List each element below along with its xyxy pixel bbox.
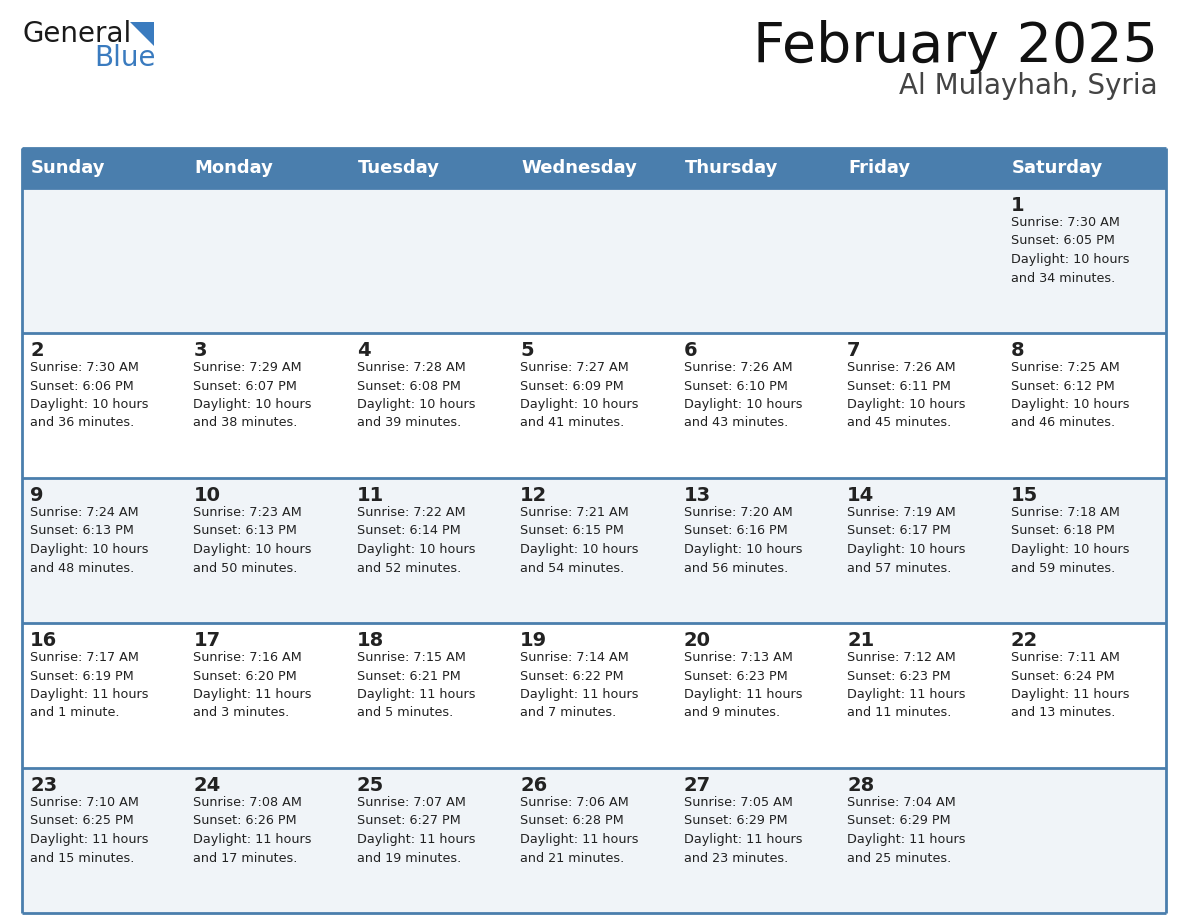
Text: 4: 4	[356, 341, 371, 360]
Text: Sunrise: 7:13 AM
Sunset: 6:23 PM
Daylight: 11 hours
and 9 minutes.: Sunrise: 7:13 AM Sunset: 6:23 PM Dayligh…	[684, 651, 802, 720]
Text: Sunrise: 7:12 AM
Sunset: 6:23 PM
Daylight: 11 hours
and 11 minutes.: Sunrise: 7:12 AM Sunset: 6:23 PM Dayligh…	[847, 651, 966, 720]
Text: Saturday: Saturday	[1011, 159, 1102, 177]
Text: Sunrise: 7:07 AM
Sunset: 6:27 PM
Daylight: 11 hours
and 19 minutes.: Sunrise: 7:07 AM Sunset: 6:27 PM Dayligh…	[356, 796, 475, 865]
Text: 13: 13	[684, 486, 710, 505]
Text: Monday: Monday	[195, 159, 273, 177]
Polygon shape	[129, 22, 154, 46]
Text: 14: 14	[847, 486, 874, 505]
Text: Sunrise: 7:22 AM
Sunset: 6:14 PM
Daylight: 10 hours
and 52 minutes.: Sunrise: 7:22 AM Sunset: 6:14 PM Dayligh…	[356, 506, 475, 575]
Text: Sunrise: 7:10 AM
Sunset: 6:25 PM
Daylight: 11 hours
and 15 minutes.: Sunrise: 7:10 AM Sunset: 6:25 PM Dayligh…	[30, 796, 148, 865]
Text: 25: 25	[356, 776, 384, 795]
Text: Wednesday: Wednesday	[522, 159, 637, 177]
Bar	[23, 478, 1165, 623]
Text: Blue: Blue	[94, 44, 156, 72]
Text: Sunrise: 7:11 AM
Sunset: 6:24 PM
Daylight: 11 hours
and 13 minutes.: Sunrise: 7:11 AM Sunset: 6:24 PM Dayligh…	[1011, 651, 1129, 720]
Text: 20: 20	[684, 631, 710, 650]
Text: 19: 19	[520, 631, 548, 650]
Text: 24: 24	[194, 776, 221, 795]
Text: General: General	[23, 20, 131, 48]
Text: Tuesday: Tuesday	[358, 159, 440, 177]
Bar	[23, 768, 1165, 913]
Text: Al Mulayhah, Syria: Al Mulayhah, Syria	[899, 72, 1158, 100]
Text: Sunrise: 7:15 AM
Sunset: 6:21 PM
Daylight: 11 hours
and 5 minutes.: Sunrise: 7:15 AM Sunset: 6:21 PM Dayligh…	[356, 651, 475, 720]
Text: Sunrise: 7:21 AM
Sunset: 6:15 PM
Daylight: 10 hours
and 54 minutes.: Sunrise: 7:21 AM Sunset: 6:15 PM Dayligh…	[520, 506, 639, 575]
Text: 17: 17	[194, 631, 221, 650]
Bar	[23, 188, 1165, 333]
Text: 7: 7	[847, 341, 860, 360]
Text: Sunrise: 7:16 AM
Sunset: 6:20 PM
Daylight: 11 hours
and 3 minutes.: Sunrise: 7:16 AM Sunset: 6:20 PM Dayligh…	[194, 651, 312, 720]
Text: 26: 26	[520, 776, 548, 795]
Text: 22: 22	[1011, 631, 1038, 650]
Text: Sunrise: 7:04 AM
Sunset: 6:29 PM
Daylight: 11 hours
and 25 minutes.: Sunrise: 7:04 AM Sunset: 6:29 PM Dayligh…	[847, 796, 966, 865]
Text: 5: 5	[520, 341, 533, 360]
Text: Sunrise: 7:19 AM
Sunset: 6:17 PM
Daylight: 10 hours
and 57 minutes.: Sunrise: 7:19 AM Sunset: 6:17 PM Dayligh…	[847, 506, 966, 575]
Text: 9: 9	[30, 486, 44, 505]
Text: 21: 21	[847, 631, 874, 650]
Text: Sunrise: 7:17 AM
Sunset: 6:19 PM
Daylight: 11 hours
and 1 minute.: Sunrise: 7:17 AM Sunset: 6:19 PM Dayligh…	[30, 651, 148, 720]
Text: 11: 11	[356, 486, 384, 505]
Text: Sunrise: 7:26 AM
Sunset: 6:10 PM
Daylight: 10 hours
and 43 minutes.: Sunrise: 7:26 AM Sunset: 6:10 PM Dayligh…	[684, 361, 802, 430]
Text: Sunrise: 7:24 AM
Sunset: 6:13 PM
Daylight: 10 hours
and 48 minutes.: Sunrise: 7:24 AM Sunset: 6:13 PM Dayligh…	[30, 506, 148, 575]
Bar	[23, 333, 1165, 478]
Text: 3: 3	[194, 341, 207, 360]
Text: 2: 2	[30, 341, 44, 360]
Text: Sunrise: 7:18 AM
Sunset: 6:18 PM
Daylight: 10 hours
and 59 minutes.: Sunrise: 7:18 AM Sunset: 6:18 PM Dayligh…	[1011, 506, 1129, 575]
Text: 16: 16	[30, 631, 57, 650]
Text: Sunrise: 7:25 AM
Sunset: 6:12 PM
Daylight: 10 hours
and 46 minutes.: Sunrise: 7:25 AM Sunset: 6:12 PM Dayligh…	[1011, 361, 1129, 430]
Text: 15: 15	[1011, 486, 1038, 505]
Text: Sunrise: 7:26 AM
Sunset: 6:11 PM
Daylight: 10 hours
and 45 minutes.: Sunrise: 7:26 AM Sunset: 6:11 PM Dayligh…	[847, 361, 966, 430]
Text: Friday: Friday	[848, 159, 910, 177]
Text: 12: 12	[520, 486, 548, 505]
Text: Sunrise: 7:29 AM
Sunset: 6:07 PM
Daylight: 10 hours
and 38 minutes.: Sunrise: 7:29 AM Sunset: 6:07 PM Dayligh…	[194, 361, 312, 430]
Text: Thursday: Thursday	[684, 159, 778, 177]
Text: 23: 23	[30, 776, 57, 795]
Text: 8: 8	[1011, 341, 1024, 360]
Text: 1: 1	[1011, 196, 1024, 215]
Text: Sunrise: 7:27 AM
Sunset: 6:09 PM
Daylight: 10 hours
and 41 minutes.: Sunrise: 7:27 AM Sunset: 6:09 PM Dayligh…	[520, 361, 639, 430]
Text: Sunrise: 7:05 AM
Sunset: 6:29 PM
Daylight: 11 hours
and 23 minutes.: Sunrise: 7:05 AM Sunset: 6:29 PM Dayligh…	[684, 796, 802, 865]
Text: 6: 6	[684, 341, 697, 360]
Text: 28: 28	[847, 776, 874, 795]
Text: Sunrise: 7:23 AM
Sunset: 6:13 PM
Daylight: 10 hours
and 50 minutes.: Sunrise: 7:23 AM Sunset: 6:13 PM Dayligh…	[194, 506, 312, 575]
Text: Sunrise: 7:06 AM
Sunset: 6:28 PM
Daylight: 11 hours
and 21 minutes.: Sunrise: 7:06 AM Sunset: 6:28 PM Dayligh…	[520, 796, 639, 865]
Text: Sunrise: 7:14 AM
Sunset: 6:22 PM
Daylight: 11 hours
and 7 minutes.: Sunrise: 7:14 AM Sunset: 6:22 PM Dayligh…	[520, 651, 639, 720]
Bar	[23, 148, 1165, 188]
Text: February 2025: February 2025	[753, 20, 1158, 74]
Text: Sunrise: 7:20 AM
Sunset: 6:16 PM
Daylight: 10 hours
and 56 minutes.: Sunrise: 7:20 AM Sunset: 6:16 PM Dayligh…	[684, 506, 802, 575]
Text: Sunrise: 7:28 AM
Sunset: 6:08 PM
Daylight: 10 hours
and 39 minutes.: Sunrise: 7:28 AM Sunset: 6:08 PM Dayligh…	[356, 361, 475, 430]
Text: 18: 18	[356, 631, 384, 650]
Text: Sunrise: 7:08 AM
Sunset: 6:26 PM
Daylight: 11 hours
and 17 minutes.: Sunrise: 7:08 AM Sunset: 6:26 PM Dayligh…	[194, 796, 312, 865]
Text: Sunrise: 7:30 AM
Sunset: 6:06 PM
Daylight: 10 hours
and 36 minutes.: Sunrise: 7:30 AM Sunset: 6:06 PM Dayligh…	[30, 361, 148, 430]
Text: Sunday: Sunday	[31, 159, 106, 177]
Text: 10: 10	[194, 486, 221, 505]
Bar	[23, 623, 1165, 768]
Text: 27: 27	[684, 776, 710, 795]
Text: Sunrise: 7:30 AM
Sunset: 6:05 PM
Daylight: 10 hours
and 34 minutes.: Sunrise: 7:30 AM Sunset: 6:05 PM Dayligh…	[1011, 216, 1129, 285]
